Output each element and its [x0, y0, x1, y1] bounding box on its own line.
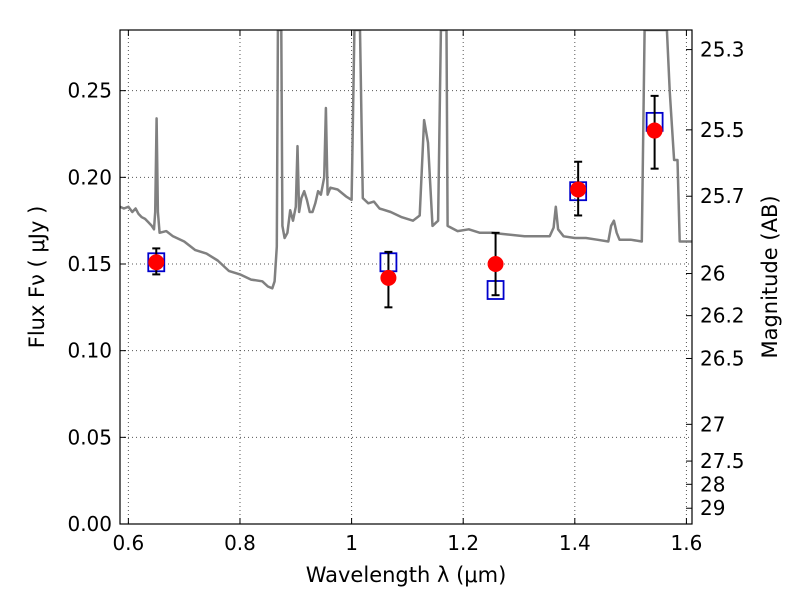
plot-frame — [119, 29, 693, 525]
y-right-tick-label: 25.7 — [700, 184, 745, 208]
y-tick-label: 0.25 — [67, 79, 112, 103]
y-right-tick-label: 26.2 — [700, 304, 745, 328]
x-tick-label: 1.2 — [447, 531, 479, 555]
y-right-tick-label: 27 — [700, 412, 725, 436]
observed-point — [646, 122, 663, 139]
y-tick-label: 0.05 — [67, 425, 112, 449]
model-spectrum-line — [120, 30, 692, 290]
observed-point — [487, 256, 504, 272]
y-tick-label: 0.20 — [67, 165, 112, 189]
y-right-tick-label: 25.3 — [700, 38, 745, 62]
y-tick-label: 0.00 — [67, 512, 112, 536]
x-axis-label: Wavelength λ (μm) — [306, 563, 507, 587]
x-tick-label: 1 — [345, 531, 358, 555]
y-axis-ticks: 0.00 0.05 0.10 0.15 0.20 0.25 — [67, 79, 126, 536]
x-tick-label: 0.8 — [224, 531, 256, 555]
plot-background — [120, 30, 692, 524]
y-right-tick-label: 26.5 — [700, 346, 745, 370]
observed-points — [148, 122, 663, 286]
y-right-tick-label: 29 — [700, 496, 725, 520]
plot-area — [120, 30, 692, 309]
observed-point — [148, 254, 165, 271]
x-tick-label: 1.6 — [671, 531, 703, 555]
y-right-tick-label: 26 — [700, 262, 725, 286]
x-tick-label: 1.4 — [559, 531, 591, 555]
observed-point — [380, 269, 397, 286]
y-right-tick-label: 25.5 — [700, 118, 745, 142]
grid — [120, 30, 692, 524]
y-right-tick-label: 27.5 — [700, 449, 745, 473]
y-axis-label: Flux Fν ( μJy ) — [25, 206, 49, 349]
x-tick-label: 0.6 — [112, 531, 144, 555]
observed-point — [570, 181, 587, 198]
y-tick-label: 0.15 — [67, 252, 112, 276]
y-right-axis-label: Magnitude (AB) — [758, 195, 782, 358]
x-axis-ticks: 0.6 0.8 1 1.2 1.4 1.6 — [112, 30, 702, 555]
y-tick-label: 0.10 — [67, 339, 112, 363]
y-right-tick-label: 28 — [700, 472, 725, 496]
